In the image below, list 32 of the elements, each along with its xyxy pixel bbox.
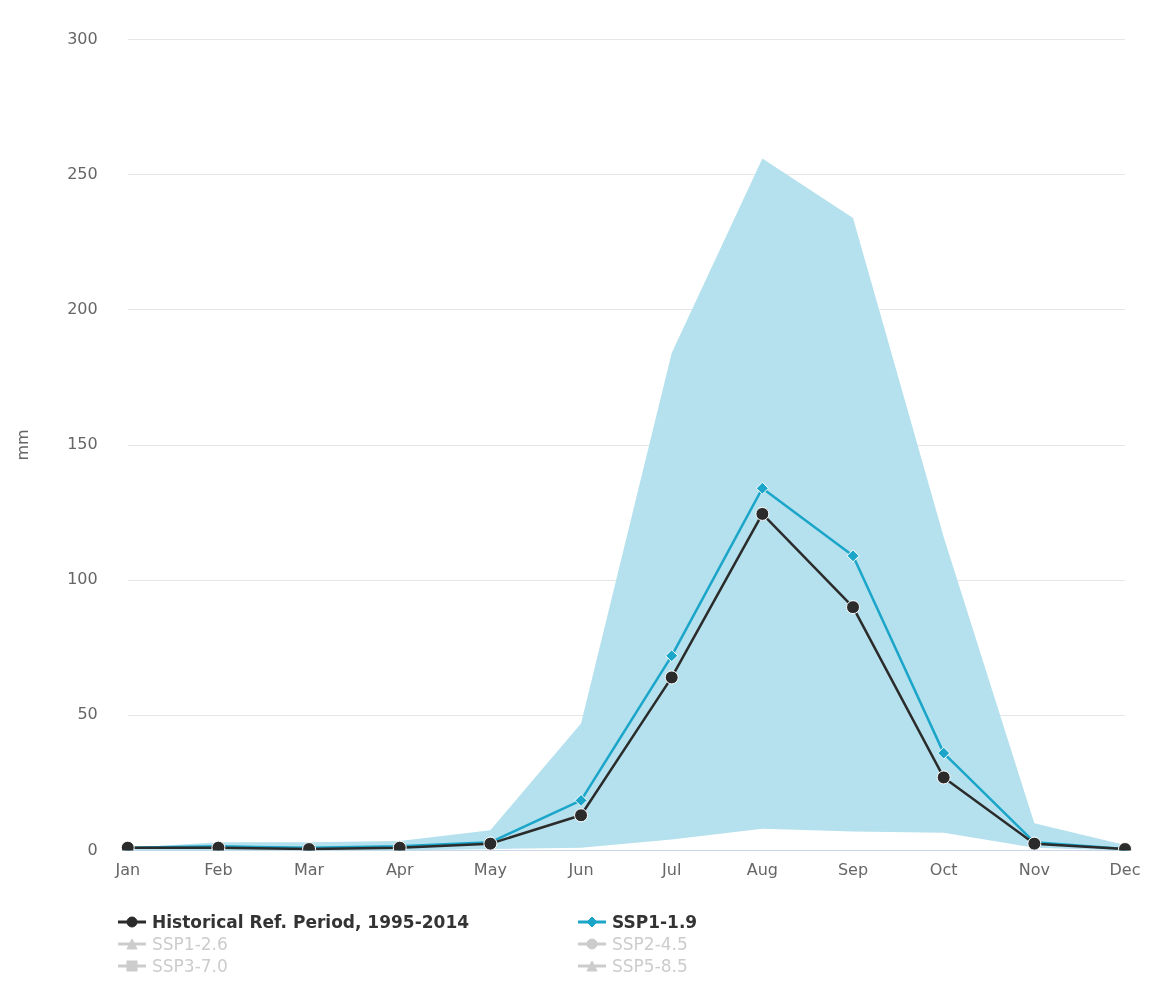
y-tick-label: 50 — [77, 704, 98, 724]
x-tick-label: Jul — [661, 860, 682, 880]
y-axis-title: mm — [12, 429, 32, 461]
x-tick-label: Jun — [567, 860, 594, 880]
point — [937, 746, 951, 760]
x-tick-label: Sep — [837, 860, 869, 880]
legend-label: Historical Ref. Period, 1995-2014 — [152, 912, 470, 932]
x-tick-label: Mar — [293, 860, 325, 880]
x-tick-label: Jan — [114, 860, 141, 880]
x-tick-label: Nov — [1018, 860, 1050, 880]
point — [574, 808, 589, 823]
y-tick-label: 0 — [87, 839, 98, 859]
point — [664, 670, 679, 685]
x-tick-label: May — [473, 860, 507, 880]
y-tick-label: 100 — [67, 569, 98, 589]
point — [846, 600, 861, 615]
x-tick-label: Apr — [385, 860, 414, 880]
x-tick-label: Aug — [746, 860, 778, 880]
point — [936, 770, 951, 785]
y-tick-label: 250 — [67, 163, 98, 183]
legend-label: SSP1-1.9 — [612, 912, 698, 932]
y-tick-label: 300 — [67, 28, 98, 48]
point — [755, 481, 769, 495]
y-tick-label: 150 — [67, 434, 98, 454]
point — [665, 649, 679, 663]
x-tick-label: Feb — [204, 860, 233, 880]
point — [846, 549, 860, 563]
x-tick-label: Dec — [1109, 860, 1141, 880]
point — [574, 793, 588, 807]
point — [755, 506, 770, 521]
y-tick-label: 200 — [67, 299, 98, 319]
x-tick-label: Oct — [929, 860, 958, 880]
